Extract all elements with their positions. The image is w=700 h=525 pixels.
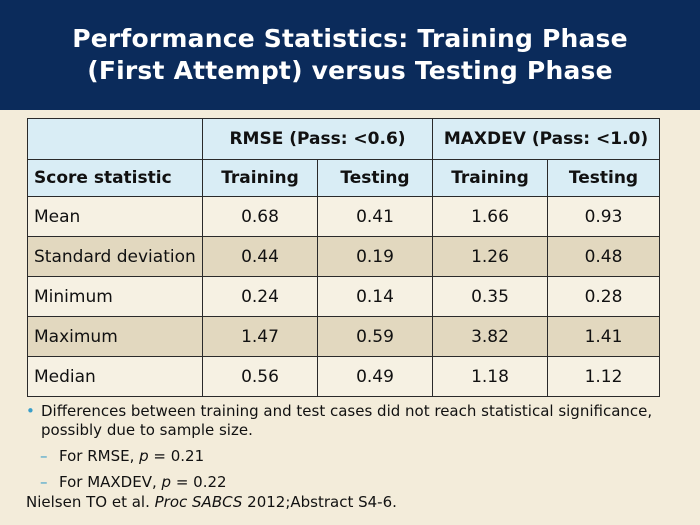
row-label: Standard deviation bbox=[27, 236, 203, 277]
table-cell: 0.48 bbox=[547, 236, 660, 277]
sub-header-row: Score statistic Training Testing Trainin… bbox=[27, 159, 660, 197]
sub-item-prefix: For MAXDEV, bbox=[59, 473, 162, 491]
title-banner: Performance Statistics: Training Phase (… bbox=[0, 0, 700, 110]
table-cell: 0.14 bbox=[317, 276, 433, 317]
table-cell: 1.26 bbox=[432, 236, 548, 277]
row-label: Minimum bbox=[27, 276, 203, 317]
maxdev-group-header: MAXDEV (Pass: <1.0) bbox=[432, 118, 660, 160]
table-cell: 0.35 bbox=[432, 276, 548, 317]
maxdev-training-header: Training bbox=[432, 159, 548, 197]
rmse-p-value-item: – For RMSE, p = 0.21 bbox=[26, 447, 686, 466]
bullet-text-line-2: possibly due to sample size. bbox=[41, 421, 253, 439]
table-cell: 1.18 bbox=[432, 356, 548, 397]
p-value: = 0.21 bbox=[148, 447, 205, 465]
group-header-row: RMSE (Pass: <0.6) MAXDEV (Pass: <1.0) bbox=[27, 118, 660, 160]
dash-icon: – bbox=[40, 473, 48, 491]
sub-item-prefix: For RMSE, bbox=[59, 447, 140, 465]
table-cell: 0.41 bbox=[317, 196, 433, 237]
p-variable: p bbox=[139, 447, 149, 465]
performance-stats-table: RMSE (Pass: <0.6) MAXDEV (Pass: <1.0) Sc… bbox=[27, 118, 660, 397]
citation: Nielsen TO et al. Proc SABCS 2012;Abstra… bbox=[26, 493, 397, 511]
slide-title-line-1: Performance Statistics: Training Phase bbox=[72, 24, 628, 53]
citation-detail: 2012;Abstract S4-6. bbox=[242, 493, 397, 511]
table-cell: 0.28 bbox=[547, 276, 660, 317]
table-cell: 0.24 bbox=[202, 276, 318, 317]
table-cell: 1.66 bbox=[432, 196, 548, 237]
table-cell: 0.44 bbox=[202, 236, 318, 277]
slide-title-line-2: (First Attempt) versus Testing Phase bbox=[87, 56, 613, 85]
row-label: Median bbox=[27, 356, 203, 397]
table-cell: 0.56 bbox=[202, 356, 318, 397]
table-cell: 0.49 bbox=[317, 356, 433, 397]
row-label: Maximum bbox=[27, 316, 203, 357]
blank-header-cell bbox=[27, 118, 203, 160]
score-statistic-header: Score statistic bbox=[27, 159, 203, 197]
table-cell: 0.59 bbox=[317, 316, 433, 357]
bullet-dot-icon: • bbox=[26, 402, 35, 420]
p-variable: p bbox=[161, 473, 172, 491]
table-row-maximum: Maximum 1.47 0.59 3.82 1.41 bbox=[27, 316, 660, 357]
table-row-median: Median 0.56 0.49 1.18 1.12 bbox=[27, 356, 660, 397]
significance-bullet: • Differences between training and test … bbox=[26, 402, 686, 440]
table-cell: 0.68 bbox=[202, 196, 318, 237]
row-label: Mean bbox=[27, 196, 203, 237]
citation-journal: Proc SABCS bbox=[154, 493, 243, 511]
citation-authors: Nielsen TO et al. bbox=[26, 493, 155, 511]
table-cell: 0.93 bbox=[547, 196, 660, 237]
table-cell: 0.19 bbox=[317, 236, 433, 277]
maxdev-testing-header: Testing bbox=[547, 159, 660, 197]
notes-section: • Differences between training and test … bbox=[26, 402, 686, 499]
rmse-training-header: Training bbox=[202, 159, 318, 197]
dash-icon: – bbox=[40, 447, 48, 465]
table-cell: 1.41 bbox=[547, 316, 660, 357]
p-value: = 0.22 bbox=[171, 473, 227, 491]
sub-bullet-list: – For RMSE, p = 0.21 – For MAXDEV, p = 0… bbox=[26, 447, 686, 492]
table-row-minimum: Minimum 0.24 0.14 0.35 0.28 bbox=[27, 276, 660, 317]
table-cell: 3.82 bbox=[432, 316, 548, 357]
table-cell: 1.47 bbox=[202, 316, 318, 357]
table-cell: 1.12 bbox=[547, 356, 660, 397]
table-row-standard-deviation: Standard deviation 0.44 0.19 1.26 0.48 bbox=[27, 236, 660, 277]
rmse-testing-header: Testing bbox=[317, 159, 433, 197]
table-row-mean: Mean 0.68 0.41 1.66 0.93 bbox=[27, 196, 660, 237]
maxdev-p-value-item: – For MAXDEV, p = 0.22 bbox=[26, 473, 686, 492]
rmse-group-header: RMSE (Pass: <0.6) bbox=[202, 118, 433, 160]
bullet-text-line-1: Differences between training and test ca… bbox=[41, 402, 653, 420]
